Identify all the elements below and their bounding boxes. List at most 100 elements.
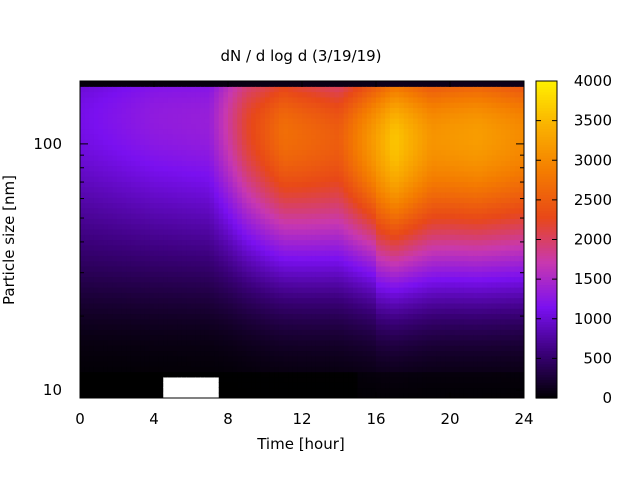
heatmap-cell [302,345,308,352]
heatmap-cell [172,223,178,230]
heatmap-cell [366,128,372,135]
heatmap-cell [389,350,396,357]
heatmap-cell [181,207,187,214]
heatmap-cell [440,361,446,367]
heatmap-cell [121,297,127,304]
heatmap-cell [376,239,382,246]
heatmap-cell [163,160,169,167]
heatmap-cell [177,339,183,346]
heatmap-cell [255,281,261,288]
heatmap-cell [315,371,322,378]
heatmap-cell [320,350,326,357]
heatmap-cell [130,165,137,172]
heatmap-cell [380,287,386,293]
heatmap-cell [167,91,174,98]
heatmap-cell [93,223,100,230]
heatmap-cell [140,91,146,98]
heatmap-cell [130,276,137,283]
heatmap-cell [320,218,326,225]
heatmap-cell [283,329,289,336]
heatmap-cell [163,250,169,256]
heatmap-cell [154,302,160,309]
heatmap-cell [163,324,169,330]
heatmap-cell [191,149,197,156]
heatmap-cell [306,176,312,182]
heatmap-cell [422,117,428,124]
heatmap-cell [288,117,294,124]
heatmap-cell [237,276,243,283]
heatmap-cell [181,271,187,278]
heatmap-cell [380,244,386,251]
heatmap-cell [459,160,465,167]
heatmap-cell [292,186,298,193]
heatmap-cell [149,361,155,367]
heatmap-cell [144,250,150,256]
heatmap-cell [283,271,289,278]
heatmap-cell [237,133,243,140]
heatmap-cell [431,213,437,219]
heatmap-cell [463,376,470,383]
heatmap-cell [204,244,211,251]
heatmap-cell [126,223,132,230]
heatmap-cell [278,117,285,124]
heatmap-cell [445,334,451,341]
heatmap-cell [422,276,428,283]
heatmap-cell [130,292,137,299]
heatmap-cell [463,382,470,389]
heatmap-cell [154,255,160,262]
heatmap-cell [463,334,470,341]
heatmap-cell [191,324,197,330]
heatmap-cell [209,334,215,341]
heatmap-cell [232,144,238,151]
heatmap-cell [149,149,155,156]
heatmap-cell [195,250,201,256]
heatmap-cell [260,308,266,315]
heatmap-cell [154,355,160,362]
heatmap-cell [228,96,234,103]
heatmap-cell [376,287,382,293]
heatmap-cell [454,91,460,98]
heatmap-cell [154,191,160,198]
heatmap-cell [84,207,90,214]
heatmap-cell [251,181,257,188]
heatmap-cell [399,371,405,378]
heatmap-cell [149,160,155,167]
heatmap-cell [288,244,294,251]
heatmap-cell [306,154,312,161]
heatmap-cell [348,387,354,394]
heatmap-cell [246,345,252,352]
heatmap-cell [394,265,400,272]
heatmap-cell [218,102,224,109]
heatmap-cell [265,165,271,172]
heatmap-cell [288,96,294,103]
heatmap-cell [288,366,294,373]
heatmap-cell [422,308,428,315]
heatmap-cell [306,133,312,140]
heatmap-cell [144,366,150,373]
heatmap-cell [325,218,331,225]
heatmap-cell [329,139,335,145]
heatmap-cell [297,133,303,140]
heatmap-cell [269,292,275,299]
heatmap-cell [186,308,192,315]
heatmap-cell [334,382,340,389]
heatmap-cell [167,165,174,172]
heatmap-cell [436,149,442,156]
heatmap-cell [283,265,289,272]
heatmap-cell [167,191,174,198]
heatmap-cell [251,382,257,389]
heatmap-cell [269,287,275,293]
heatmap-cell [440,265,446,272]
heatmap-cell [288,139,294,145]
heatmap-cell [297,345,303,352]
heatmap-cell [380,334,386,341]
heatmap-cell [306,292,312,299]
heatmap-cell [255,91,261,98]
heatmap-cell [385,144,391,151]
heatmap-cell [191,265,197,272]
heatmap-cell [140,133,146,140]
heatmap-cell [385,91,391,98]
heatmap-cell [149,81,155,87]
heatmap-cell [154,144,160,151]
heatmap-cell [292,255,298,262]
